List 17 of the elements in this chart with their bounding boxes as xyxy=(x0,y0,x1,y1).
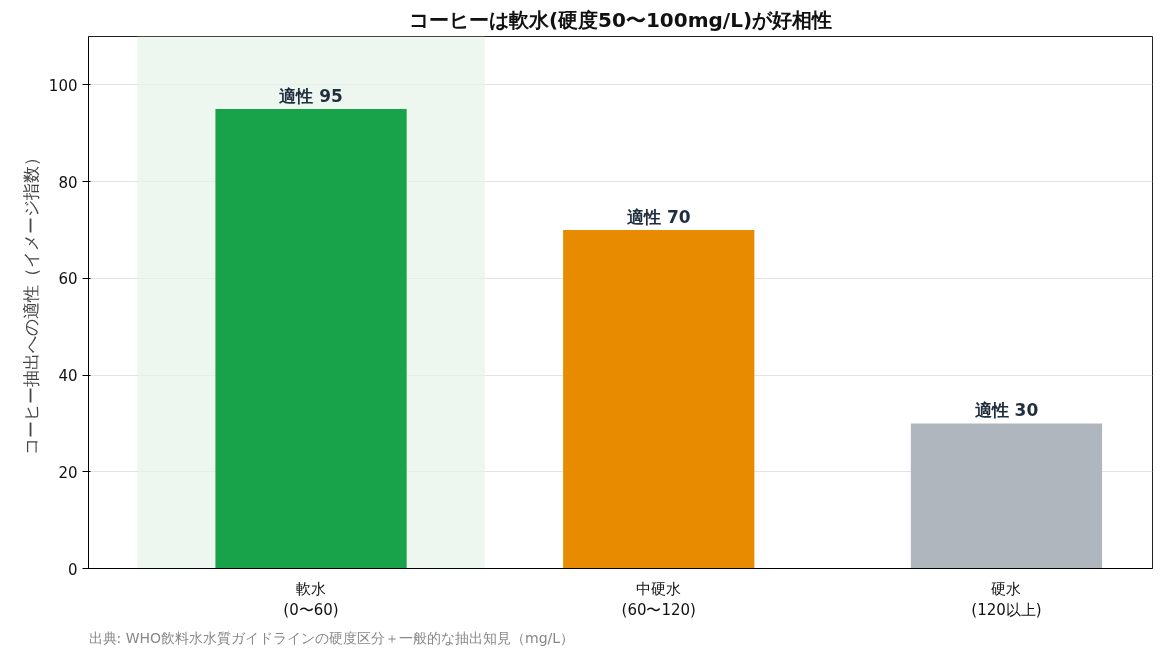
x-tick-label: 軟水 (0〜60) xyxy=(283,579,339,620)
x-tick-label: 硬水 (120以上) xyxy=(971,579,1042,620)
y-tick-label: 0 xyxy=(67,560,78,579)
bar xyxy=(910,423,1103,569)
y-tick-label: 60 xyxy=(58,270,78,289)
y-tick-label: 80 xyxy=(58,173,78,192)
data-label: 適性 70 xyxy=(626,206,691,227)
chart-title: コーヒーは軟水(硬度50〜100mg/L)が好相性 xyxy=(408,7,833,32)
y-tick-label: 40 xyxy=(58,367,78,386)
y-tick-label: 100 xyxy=(48,76,78,95)
data-label: 適性 30 xyxy=(974,400,1039,421)
data-label: 適性 95 xyxy=(279,86,343,107)
bar xyxy=(563,229,755,569)
x-tick-label: 中硬水 (60〜120) xyxy=(621,579,696,620)
source-note: 出典: WHO飲料水水質ガイドラインの硬度区分＋一般的な抽出知見（mg/L） xyxy=(88,629,575,646)
y-tick-label: 20 xyxy=(58,463,78,482)
y-axis-title: コーヒー抽出への適性（イメージ指数） xyxy=(20,149,41,456)
